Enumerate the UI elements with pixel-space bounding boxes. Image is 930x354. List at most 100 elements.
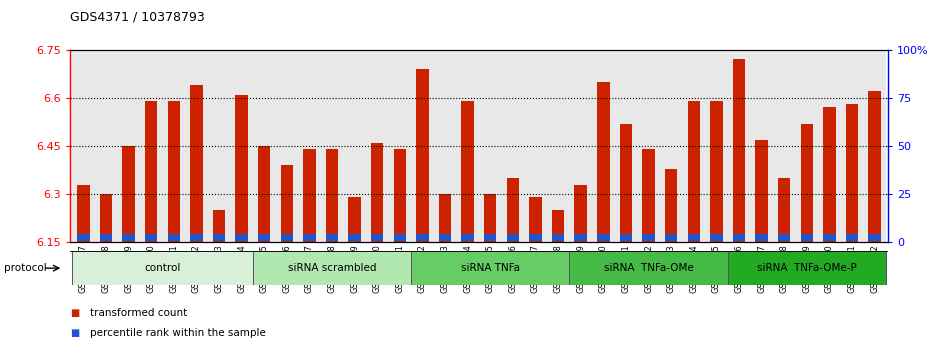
Bar <box>575 234 587 241</box>
Bar <box>281 165 293 242</box>
Text: control: control <box>144 263 180 273</box>
Bar <box>457 50 479 242</box>
Bar <box>77 234 89 241</box>
Bar <box>258 234 271 241</box>
Bar <box>733 234 745 241</box>
Bar <box>841 50 863 242</box>
Bar <box>777 178 790 242</box>
Bar <box>207 50 231 242</box>
Bar <box>213 210 225 242</box>
Bar <box>619 124 632 242</box>
Bar <box>167 101 180 242</box>
Bar <box>393 234 406 241</box>
Bar <box>213 234 225 241</box>
Text: GDS4371 / 10378793: GDS4371 / 10378793 <box>70 11 205 24</box>
Bar <box>845 104 858 242</box>
Text: percentile rank within the sample: percentile rank within the sample <box>90 328 266 338</box>
Bar <box>687 101 700 242</box>
Bar <box>575 185 587 242</box>
Bar <box>326 149 339 242</box>
Bar <box>100 194 113 242</box>
Bar <box>253 50 275 242</box>
Bar <box>235 95 247 242</box>
Bar <box>439 194 451 242</box>
Bar <box>100 194 113 242</box>
Bar <box>529 198 541 242</box>
Bar <box>303 234 315 241</box>
Bar <box>303 149 315 242</box>
Bar <box>597 82 609 242</box>
Bar <box>190 234 203 241</box>
Bar <box>733 59 745 242</box>
Bar <box>145 101 157 242</box>
Bar <box>711 234 723 241</box>
Bar <box>281 234 293 241</box>
Bar <box>575 234 587 241</box>
Bar <box>755 234 768 241</box>
Bar <box>823 234 835 241</box>
Bar <box>461 101 474 242</box>
Text: ■: ■ <box>70 328 79 338</box>
Bar <box>371 234 383 241</box>
Bar <box>869 91 881 242</box>
Bar <box>777 234 790 241</box>
Bar <box>461 101 474 242</box>
Bar <box>845 104 858 242</box>
Bar <box>755 139 768 242</box>
Bar <box>795 50 818 242</box>
Bar <box>303 234 315 241</box>
Bar <box>845 234 858 241</box>
Bar <box>801 124 813 242</box>
Bar <box>123 146 135 242</box>
Bar <box>258 146 271 242</box>
Bar <box>507 234 519 241</box>
Bar <box>123 234 135 241</box>
Bar <box>615 50 637 242</box>
Bar <box>525 50 547 242</box>
Bar <box>371 234 383 241</box>
Text: transformed count: transformed count <box>90 308 188 318</box>
Bar <box>575 185 587 242</box>
Bar <box>777 178 790 242</box>
Bar <box>371 143 383 242</box>
Bar <box>551 234 565 241</box>
Bar <box>643 149 655 242</box>
Bar <box>349 234 361 241</box>
Bar <box>100 234 113 241</box>
Bar <box>569 50 592 242</box>
Bar <box>303 149 315 242</box>
Bar <box>163 50 185 242</box>
Bar <box>140 50 163 242</box>
Bar <box>299 50 321 242</box>
Bar <box>258 146 271 242</box>
Bar <box>417 234 429 241</box>
Bar <box>167 101 180 242</box>
Bar <box>665 169 677 242</box>
Bar <box>349 198 361 242</box>
Text: siRNA  TNFa-OMe: siRNA TNFa-OMe <box>604 263 694 273</box>
Bar <box>705 50 727 242</box>
Bar <box>733 59 745 242</box>
Bar <box>365 50 389 242</box>
Bar <box>529 198 541 242</box>
Bar <box>823 234 835 241</box>
Bar <box>479 50 501 242</box>
Bar <box>823 108 835 242</box>
Bar <box>439 234 451 241</box>
Bar <box>253 251 411 285</box>
Bar <box>185 50 207 242</box>
Bar <box>665 234 677 241</box>
Bar <box>411 251 569 285</box>
Bar <box>117 50 140 242</box>
Bar <box>755 234 768 241</box>
Bar <box>551 234 565 241</box>
Bar <box>619 234 632 241</box>
Bar <box>95 50 117 242</box>
Bar <box>213 234 225 241</box>
Bar <box>773 50 795 242</box>
Bar <box>751 50 773 242</box>
Bar <box>569 251 727 285</box>
Bar <box>547 50 569 242</box>
Bar <box>461 234 474 241</box>
Bar <box>417 69 429 242</box>
